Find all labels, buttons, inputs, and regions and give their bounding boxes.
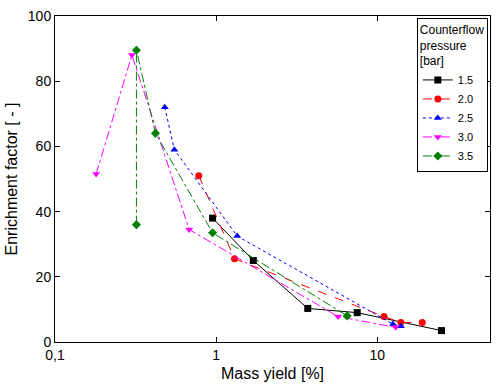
svg-text:2.0: 2.0: [458, 93, 473, 105]
svg-text:2.5: 2.5: [458, 112, 473, 124]
svg-text:60: 60: [36, 138, 52, 154]
svg-text:10: 10: [370, 347, 386, 363]
svg-text:3.5: 3.5: [458, 150, 473, 162]
svg-text:1: 1: [212, 347, 220, 363]
svg-text:0,1: 0,1: [45, 347, 65, 363]
svg-text:Mass yield [%]: Mass yield [%]: [221, 365, 324, 382]
svg-text:100: 100: [28, 8, 52, 24]
svg-text:40: 40: [36, 204, 52, 220]
svg-text:Enrichment factor [ - ]: Enrichment factor [ - ]: [3, 103, 20, 256]
svg-text:0: 0: [43, 334, 51, 350]
svg-text:1.5: 1.5: [458, 74, 473, 86]
svg-text:20: 20: [36, 269, 52, 285]
svg-text:80: 80: [36, 73, 52, 89]
svg-text:Counterflowpressure[bar]: Counterflowpressure[bar]: [420, 23, 484, 68]
svg-text:3.0: 3.0: [458, 131, 473, 143]
